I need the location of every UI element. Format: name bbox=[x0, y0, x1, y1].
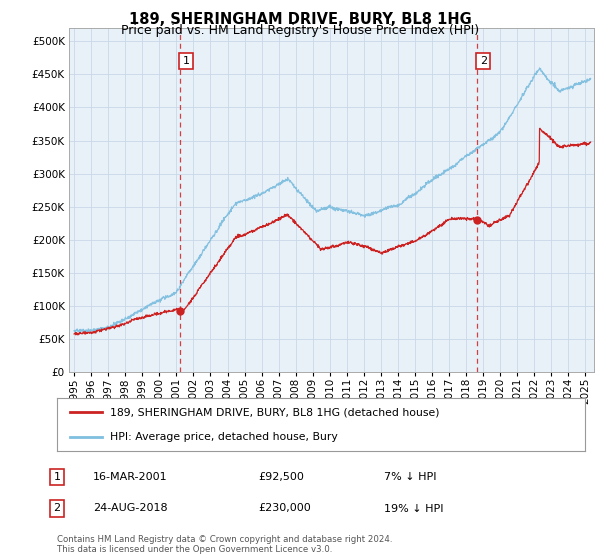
Text: 189, SHERINGHAM DRIVE, BURY, BL8 1HG: 189, SHERINGHAM DRIVE, BURY, BL8 1HG bbox=[128, 12, 472, 27]
Text: Price paid vs. HM Land Registry's House Price Index (HPI): Price paid vs. HM Land Registry's House … bbox=[121, 24, 479, 36]
Text: HPI: Average price, detached house, Bury: HPI: Average price, detached house, Bury bbox=[110, 432, 338, 442]
Text: 2: 2 bbox=[53, 503, 61, 514]
Text: 16-MAR-2001: 16-MAR-2001 bbox=[93, 472, 167, 482]
Text: 7% ↓ HPI: 7% ↓ HPI bbox=[384, 472, 437, 482]
Text: Contains HM Land Registry data © Crown copyright and database right 2024.
This d: Contains HM Land Registry data © Crown c… bbox=[57, 535, 392, 554]
Text: 2: 2 bbox=[480, 56, 487, 66]
Text: 24-AUG-2018: 24-AUG-2018 bbox=[93, 503, 167, 514]
Text: £92,500: £92,500 bbox=[258, 472, 304, 482]
Text: 1: 1 bbox=[53, 472, 61, 482]
Text: 19% ↓ HPI: 19% ↓ HPI bbox=[384, 503, 443, 514]
Text: £230,000: £230,000 bbox=[258, 503, 311, 514]
Text: 1: 1 bbox=[182, 56, 190, 66]
Text: 189, SHERINGHAM DRIVE, BURY, BL8 1HG (detached house): 189, SHERINGHAM DRIVE, BURY, BL8 1HG (de… bbox=[110, 408, 439, 418]
